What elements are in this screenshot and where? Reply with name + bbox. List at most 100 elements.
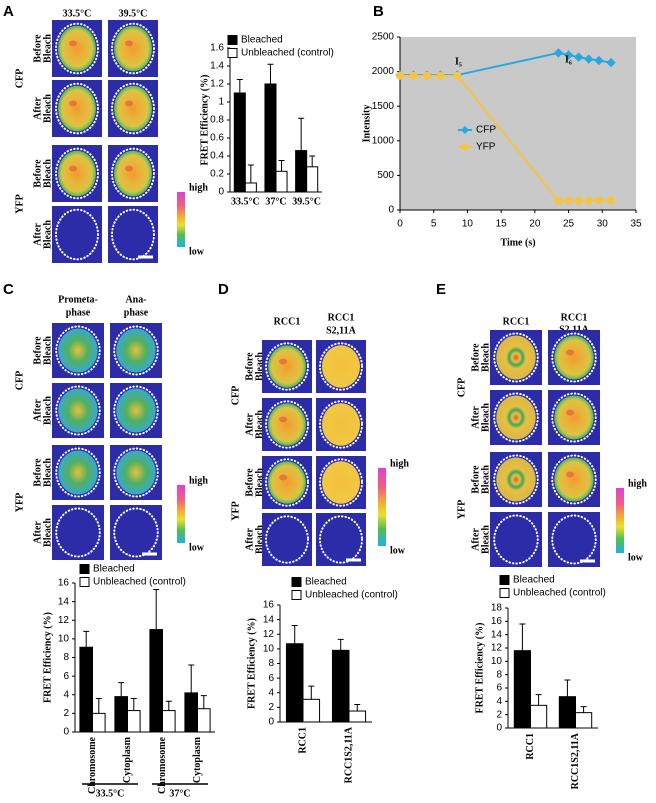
state-label: Bleach xyxy=(42,396,53,425)
scale-high: high xyxy=(189,182,208,193)
color-bar xyxy=(378,468,386,546)
x-tick-label: Chromosome xyxy=(87,736,98,794)
state-label: Bleach xyxy=(480,525,491,554)
error-bar xyxy=(298,117,305,151)
x-axis-label: Time (s) xyxy=(500,237,535,248)
outline xyxy=(111,82,155,135)
state-label: After xyxy=(244,528,255,551)
nucleus xyxy=(496,457,536,502)
nucleus xyxy=(322,345,360,388)
scale-low: low xyxy=(390,545,406,556)
state-label: Bleach xyxy=(254,352,265,381)
error-bar xyxy=(519,623,526,651)
y-tick-label: 10 xyxy=(491,656,503,667)
y-tick-label: 14 xyxy=(491,629,503,640)
bar xyxy=(302,698,321,723)
image xyxy=(490,512,542,567)
error-bar xyxy=(200,695,207,709)
y-tick-label: 1000 xyxy=(372,135,395,146)
outline xyxy=(265,342,309,391)
group-label: 33.5°C xyxy=(96,788,125,799)
legend-swatch xyxy=(291,590,302,600)
legend-marker xyxy=(461,126,469,134)
legend-swatch xyxy=(79,564,90,574)
x-tick-label: RCC1S2,11A xyxy=(343,726,354,783)
error-bar xyxy=(95,697,102,714)
state-label: Before xyxy=(244,468,255,497)
y-tick-label: 6 xyxy=(496,683,502,694)
annotation: I₆ xyxy=(565,54,572,65)
y-tick-label: 0 xyxy=(496,723,502,734)
outline xyxy=(111,147,155,200)
state-label: Bleach xyxy=(42,159,53,188)
error-bar xyxy=(247,164,254,183)
y-tick-label: 4 xyxy=(496,696,502,707)
column-header: Ana- xyxy=(125,294,146,305)
outline xyxy=(319,515,363,564)
legend-label: YFP xyxy=(476,142,496,153)
panel-label: B xyxy=(373,3,384,20)
y-tick-label: 1.2 xyxy=(210,79,224,90)
state-label: Bleach xyxy=(480,343,491,372)
state-label: Bleach xyxy=(42,94,53,123)
nucleus xyxy=(114,25,152,72)
nucleus xyxy=(116,388,156,433)
state-label: Bleach xyxy=(42,220,53,249)
nucleus xyxy=(58,450,98,495)
y-tick-label: 0.4 xyxy=(210,151,224,162)
spot xyxy=(125,40,133,47)
marker xyxy=(564,196,573,205)
channel-label: YFP xyxy=(14,493,25,512)
bar xyxy=(127,710,141,733)
column-header: Prometa- xyxy=(58,294,98,305)
state-label: Bleach xyxy=(42,518,53,547)
state-label: Before xyxy=(32,336,43,365)
error-bar xyxy=(580,706,587,713)
bar xyxy=(575,712,593,729)
state-label: Bleach xyxy=(42,458,53,487)
y-axis-label: FRET Efficiency (%) xyxy=(474,623,485,714)
panel-label: E xyxy=(436,281,446,298)
y-tick-label: 6 xyxy=(268,673,274,684)
panel-label: A xyxy=(3,3,14,20)
outline xyxy=(113,507,159,558)
y-tick-label: 2500 xyxy=(372,32,395,43)
error-bar xyxy=(165,700,172,711)
marker xyxy=(584,54,594,64)
spot xyxy=(279,358,287,365)
error-bar xyxy=(309,155,316,167)
legend-label: Bleached xyxy=(241,35,283,46)
spot xyxy=(125,165,133,172)
plot-area xyxy=(400,37,636,210)
nucleus xyxy=(58,328,98,373)
bar xyxy=(79,646,94,733)
error-bar xyxy=(130,697,137,711)
outline xyxy=(265,400,309,449)
state-label: Bleach xyxy=(254,410,265,439)
legend-swatch xyxy=(499,575,510,585)
spot xyxy=(566,349,574,356)
x-tick-label: Chromosome xyxy=(157,736,168,794)
marker xyxy=(422,71,431,80)
y-tick-label: 0 xyxy=(63,727,69,738)
scale-high: high xyxy=(628,478,647,489)
spot xyxy=(279,416,287,423)
column-header: 39.5°C xyxy=(119,8,148,19)
legend-swatch xyxy=(79,577,90,587)
nucleus xyxy=(554,395,594,440)
legend-label: Bleached xyxy=(305,577,347,588)
y-tick-label: 0 xyxy=(268,717,274,728)
y-tick-label: 2 xyxy=(496,709,502,720)
state-label: After xyxy=(470,528,481,551)
error-bar xyxy=(564,679,571,697)
y-tick-label: 10 xyxy=(263,644,275,655)
outline xyxy=(551,514,597,565)
y-tick-label: 12 xyxy=(491,643,503,654)
state-label: Bleach xyxy=(254,468,265,497)
error-bar xyxy=(354,703,361,712)
state-label: Before xyxy=(32,458,43,487)
outline xyxy=(55,22,99,75)
channel-label: YFP xyxy=(14,194,25,213)
bar xyxy=(184,692,198,733)
